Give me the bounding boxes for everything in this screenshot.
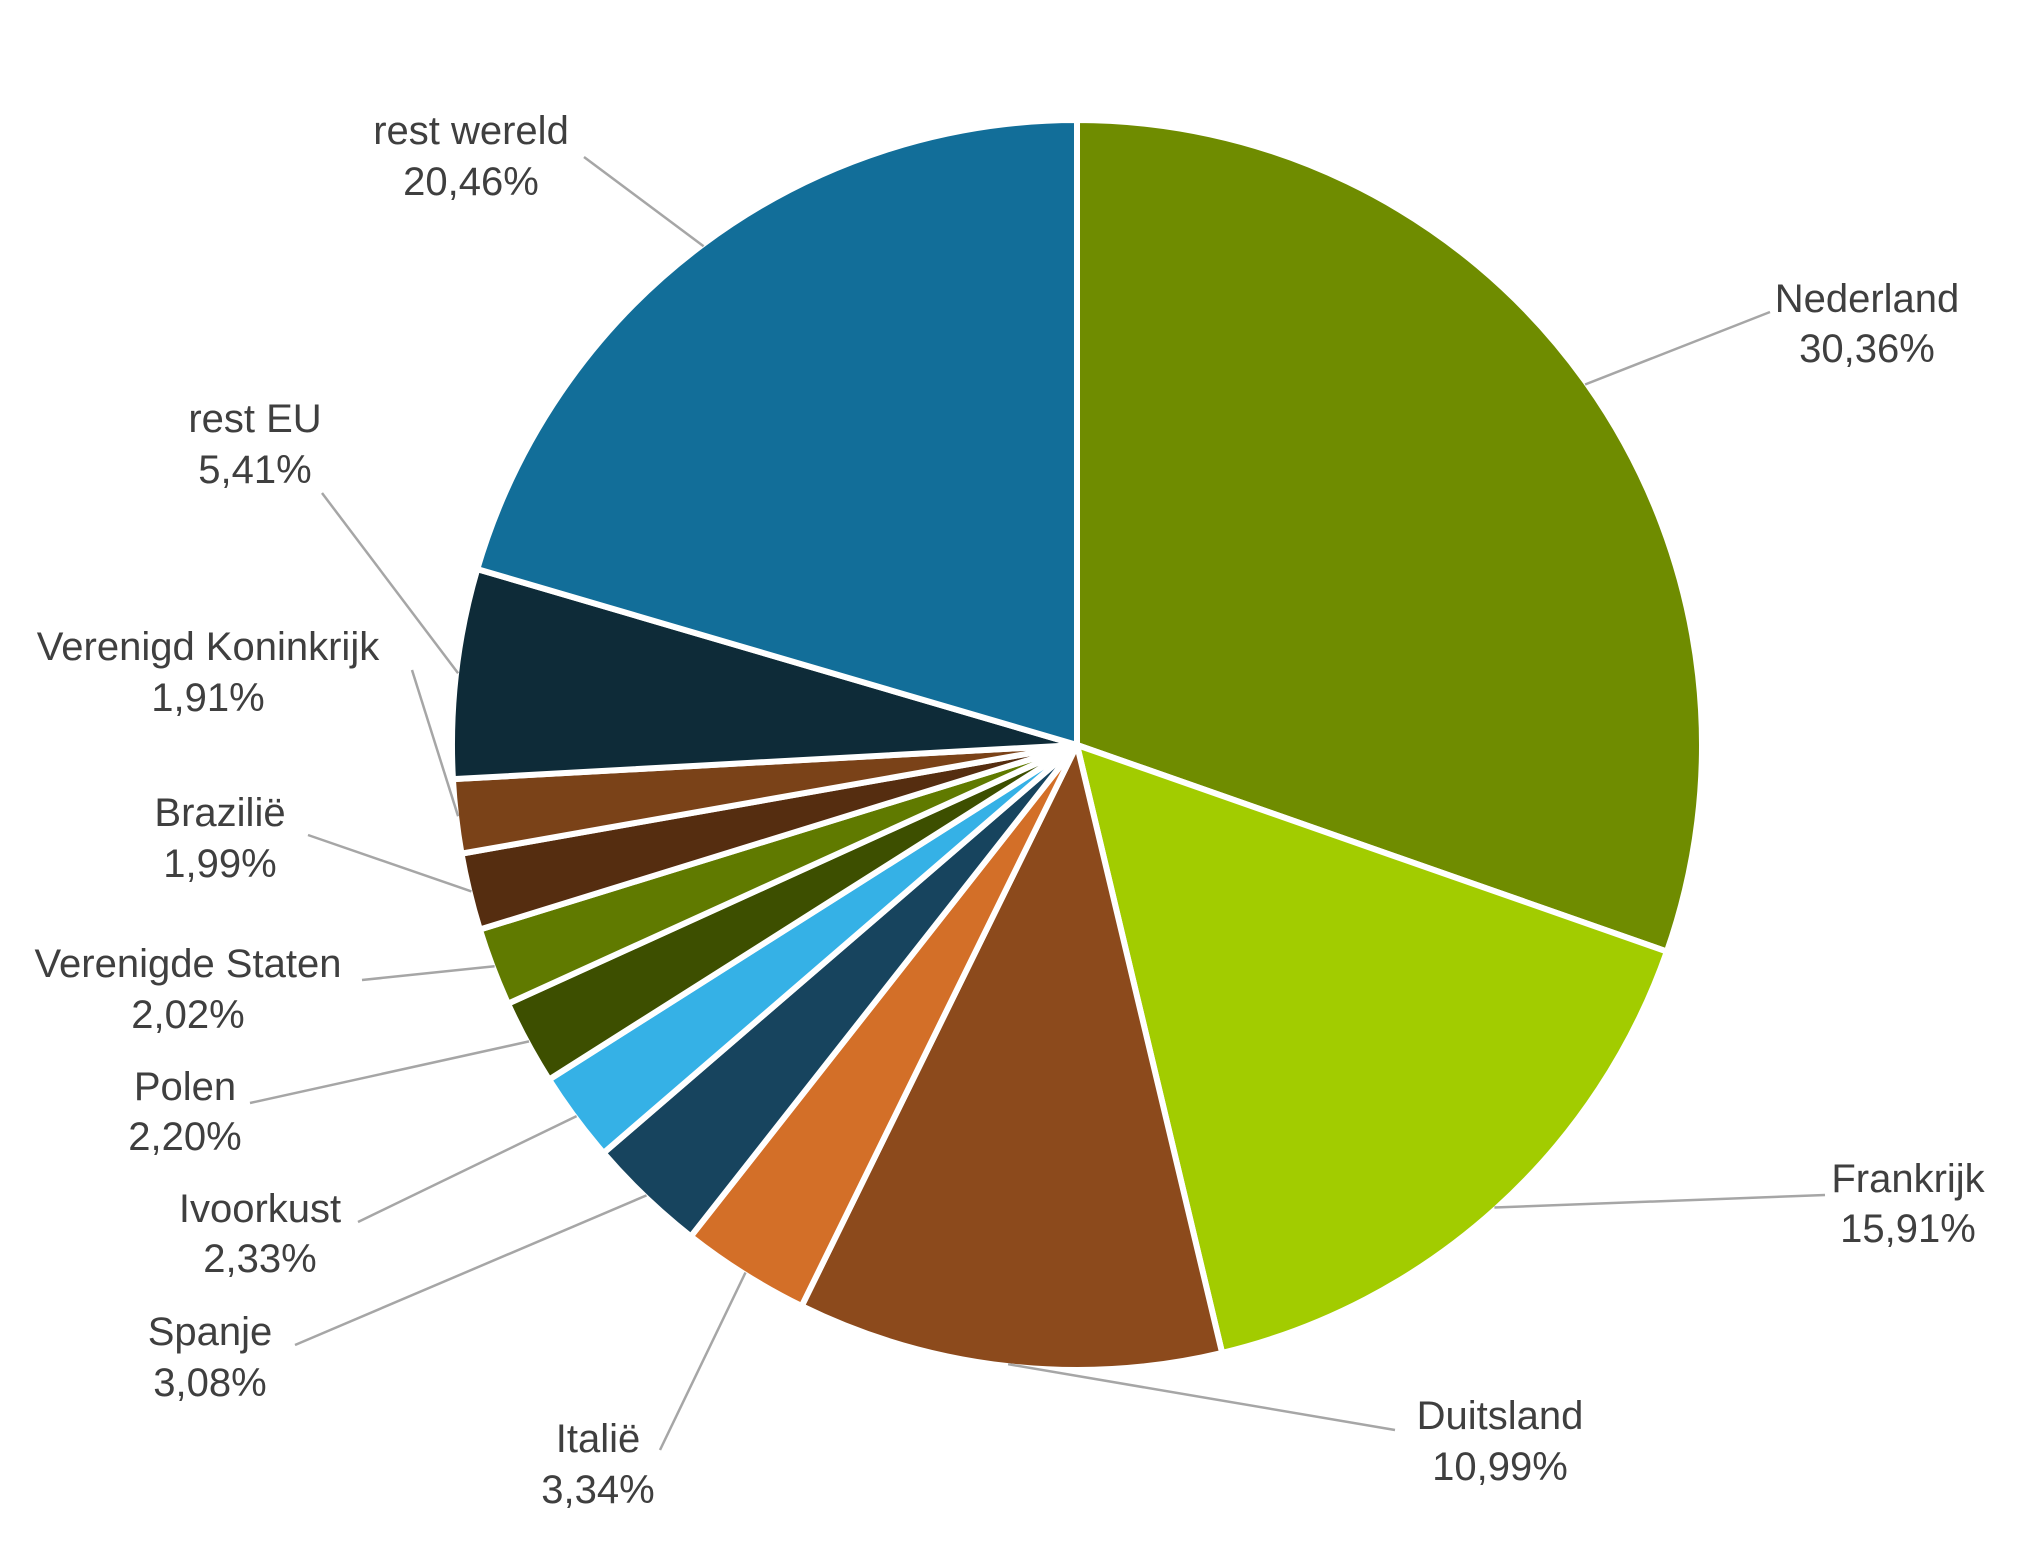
slice-label-rest-eu: rest EU	[188, 397, 321, 441]
slice-label-italie: Italië	[556, 1417, 641, 1461]
slice-label-brazilie: Brazilië	[154, 791, 285, 835]
slice-label-polen: Polen	[134, 1065, 236, 1109]
leader-line-frankrijk	[1494, 1193, 1826, 1209]
leader-line-ivoorkust	[357, 1114, 578, 1224]
leader-line-italie	[658, 1271, 747, 1451]
slice-value-verenigde-staten: 2,02%	[131, 993, 244, 1037]
leader-line-nederland	[1584, 310, 1771, 386]
slice-label-rest-wereld: rest wereld	[373, 109, 569, 153]
leader-line-verenigd-koninkrijk	[410, 669, 460, 817]
leader-line-brazilie	[307, 833, 472, 893]
slice-label-nederland: Nederland	[1775, 277, 1960, 321]
slice-label-frankrijk: Frankrijk	[1831, 1157, 1985, 1201]
leader-line-spanje	[294, 1194, 647, 1347]
slice-value-ivoorkust: 2,33%	[203, 1237, 316, 1281]
slice-value-verenigd-koninkrijk: 1,91%	[151, 676, 264, 720]
slice-value-frankrijk: 15,91%	[1840, 1207, 1976, 1251]
leader-line-rest-wereld	[583, 155, 705, 248]
pie-slice-duitsland	[798, 742, 1226, 1373]
slice-label-spanje: Spanje	[148, 1310, 273, 1354]
slice-label-duitsland: Duitsland	[1417, 1394, 1584, 1438]
leader-line-rest-eu	[321, 492, 460, 675]
slice-label-verenigde-staten: Verenigde Staten	[35, 942, 342, 986]
slice-value-polen: 2,20%	[128, 1115, 241, 1159]
leader-line-polen	[249, 1040, 530, 1105]
slice-label-ivoorkust: Ivoorkust	[179, 1187, 341, 1231]
leader-lines-layer	[249, 155, 1826, 1451]
leader-line-verenigde-staten	[361, 965, 495, 982]
slice-value-nederland: 30,36%	[1799, 327, 1935, 371]
slice-value-duitsland: 10,99%	[1432, 1445, 1568, 1489]
slice-value-rest-wereld: 20,46%	[403, 160, 539, 204]
slice-value-spanje: 3,08%	[153, 1361, 266, 1405]
labels-layer: Nederland 30,36% Frankrijk 15,91% Duitsland 1…	[35, 109, 1986, 1512]
pie-slice-rest-eu	[449, 566, 1080, 783]
slice-value-brazilie: 1,99%	[163, 842, 276, 886]
pie-slice-frankrijk	[1074, 742, 1670, 1356]
leader-line-duitsland	[1007, 1362, 1396, 1432]
slice-value-rest-eu: 5,41%	[198, 448, 311, 492]
slices-layer	[449, 117, 1705, 1373]
slice-value-italie: 3,34%	[541, 1468, 654, 1512]
slice-label-verenigd-koninkrijk: Verenigd Koninkrijk	[37, 625, 380, 669]
